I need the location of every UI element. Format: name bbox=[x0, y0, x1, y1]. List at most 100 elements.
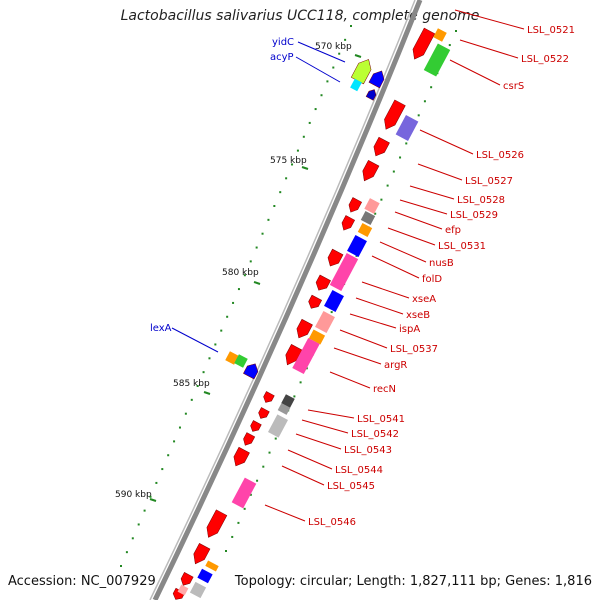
right-gene-label: LSL_0545 bbox=[327, 481, 375, 492]
scale-tick bbox=[208, 357, 211, 360]
right-label-leader bbox=[454, 9, 525, 30]
cds-block bbox=[341, 215, 356, 231]
cds-magenta3-shape bbox=[231, 477, 257, 509]
major-tick bbox=[149, 498, 157, 502]
right-gene-label: LSL_0544 bbox=[335, 465, 383, 476]
cds-block-shape bbox=[362, 160, 380, 182]
cds-blue3 bbox=[197, 568, 213, 584]
cds-block bbox=[373, 136, 390, 157]
right-label-leader bbox=[287, 449, 333, 470]
cds-blue3-shape bbox=[197, 568, 213, 584]
right-gene-label: LSL_0531 bbox=[438, 241, 486, 252]
cds-purple bbox=[395, 115, 419, 141]
cds-orange2-shape bbox=[357, 223, 373, 237]
right-label-leader bbox=[333, 347, 382, 365]
cds-green bbox=[423, 43, 451, 77]
scale-tick bbox=[231, 535, 234, 538]
scale-tick bbox=[190, 398, 193, 401]
scale-tick bbox=[220, 329, 223, 332]
right-gene-label: LSL_0526 bbox=[476, 150, 524, 161]
right-gene-label: csrS bbox=[503, 81, 524, 92]
scale-tick bbox=[237, 288, 240, 291]
cds-block-shape bbox=[348, 197, 363, 213]
cds-magenta3 bbox=[231, 477, 257, 509]
cds-orange-shape bbox=[433, 28, 447, 42]
cds-lightgrey-shape bbox=[268, 414, 288, 438]
right-label-leader bbox=[301, 419, 349, 434]
right-gene-label: nusB bbox=[429, 258, 454, 269]
scale-tick bbox=[232, 301, 235, 304]
cds-lightgrey2-shape bbox=[189, 581, 207, 599]
right-label-leader bbox=[355, 297, 404, 315]
right-gene-label: LSL_0529 bbox=[450, 210, 498, 221]
cds-block bbox=[412, 27, 436, 60]
right-label-leader bbox=[307, 409, 355, 419]
right-label-leader bbox=[339, 329, 388, 349]
cds-block-shape bbox=[308, 294, 323, 309]
scale-tick bbox=[386, 184, 389, 187]
map-title: Lactobacillus salivarius UCC118, complet… bbox=[120, 8, 480, 24]
scale-label: 575 kbp bbox=[270, 156, 307, 166]
cds-block-shape bbox=[172, 587, 186, 600]
feature-acyP-blue bbox=[365, 89, 377, 101]
left-gene-label: lexA bbox=[150, 323, 172, 334]
right-label-leader bbox=[459, 39, 519, 59]
right-label-leader bbox=[387, 227, 436, 246]
scale-tick bbox=[184, 412, 187, 415]
labels: yidC acyP lexA LSL_0521 LSL_0522 csrS LSL_0526… bbox=[150, 9, 575, 528]
right-label-leader bbox=[419, 129, 474, 155]
scale-tick bbox=[320, 94, 323, 97]
scale-tick bbox=[243, 507, 246, 510]
cds-block-shape bbox=[341, 215, 356, 231]
cds-magenta2 bbox=[292, 337, 320, 375]
scale-tick bbox=[167, 454, 170, 457]
cds-lightgrey bbox=[268, 414, 288, 438]
feature-acyP-cyan bbox=[350, 78, 362, 92]
right-label-leader bbox=[379, 241, 427, 263]
cds-orange2 bbox=[357, 223, 373, 237]
scale-tick bbox=[326, 80, 329, 83]
scale-tick bbox=[155, 481, 158, 484]
left-label-leader bbox=[295, 56, 341, 83]
cds-block-shape bbox=[384, 99, 406, 130]
right-gene-label: LSL_0522 bbox=[521, 54, 569, 65]
scale-tick bbox=[279, 191, 282, 194]
cds-blue2-shape bbox=[324, 290, 344, 312]
right-gene-label: LSL_0543 bbox=[344, 445, 392, 456]
cds-magenta-shape bbox=[329, 253, 359, 291]
cds-orange3 bbox=[308, 329, 326, 345]
scale-tick bbox=[293, 395, 296, 398]
cds-block bbox=[250, 420, 262, 432]
cds-block bbox=[315, 274, 331, 291]
scale-tick bbox=[249, 260, 252, 263]
scale-tick bbox=[262, 465, 265, 468]
right-gene-label: efp bbox=[445, 225, 461, 236]
right-gene-label: LSL_0542 bbox=[351, 429, 399, 440]
cds-block-shape bbox=[250, 420, 262, 432]
left-label-leader bbox=[297, 41, 346, 63]
scale-tick bbox=[296, 149, 299, 152]
scale-tick bbox=[268, 451, 271, 454]
cds-pink-light bbox=[364, 198, 380, 214]
cds-pink bbox=[315, 311, 335, 333]
feature-lexA-blue bbox=[243, 363, 259, 380]
major-tick bbox=[253, 281, 261, 285]
scale-label: 590 kbp bbox=[115, 490, 152, 500]
cds-block bbox=[206, 509, 228, 538]
scale-label: 585 kbp bbox=[173, 379, 210, 389]
right-label-leader bbox=[394, 211, 443, 230]
scale-tick bbox=[423, 100, 426, 103]
left-gene-label: acyP bbox=[270, 52, 294, 63]
right-gene-label: LSL_0528 bbox=[457, 195, 505, 206]
cds-block bbox=[308, 294, 323, 309]
scale-tick bbox=[399, 156, 402, 159]
right-label-leader bbox=[361, 281, 410, 299]
cds-block bbox=[384, 99, 406, 130]
scale-tick bbox=[173, 440, 176, 443]
cds-orange4-shape bbox=[205, 560, 219, 572]
right-gene-label: LSL_0521 bbox=[527, 25, 575, 36]
topology-text: Topology: circular; Length: 1,827,111 bp… bbox=[234, 574, 592, 589]
cds-block bbox=[258, 407, 270, 419]
scale-tick bbox=[261, 232, 264, 235]
cds-blue bbox=[347, 235, 367, 257]
